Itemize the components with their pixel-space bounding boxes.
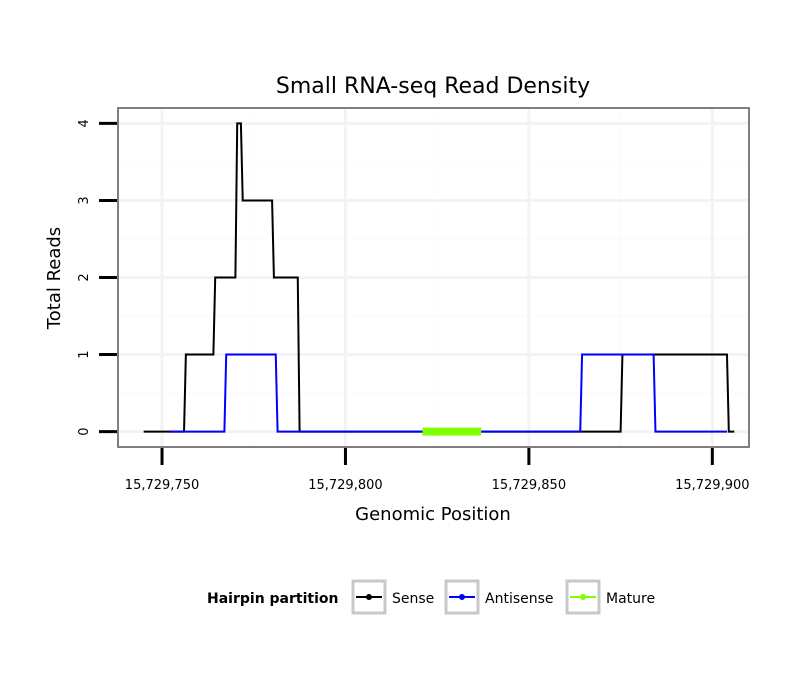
x-tick-label: 15,729,900 (675, 478, 749, 493)
legend: Hairpin partition Sense Antisense Mature (207, 579, 655, 615)
y-tick-label: 2 (77, 273, 92, 281)
x-axis-title: Genomic Position (355, 504, 511, 525)
axis-layer: 0 1 2 3 4 15,729,750 15,729,800 15,729,850 15,72… (77, 119, 750, 493)
legend-label-mature: Mature (606, 591, 655, 607)
series-layer (143, 122, 735, 436)
legend-label-antisense: Antisense (485, 591, 554, 607)
legend-key-point-antisense (459, 594, 465, 600)
y-tick-label: 0 (77, 427, 92, 435)
legend-label-sense: Sense (392, 591, 434, 607)
y-tick-label: 3 (77, 196, 92, 204)
legend-key-point-sense (366, 594, 372, 600)
plot-panel-border (117, 107, 750, 448)
grid-layer (118, 108, 749, 447)
y-tick-label: 4 (77, 119, 92, 127)
y-axis-title: Total Reads (44, 227, 65, 330)
y-tick-label: 1 (77, 350, 92, 358)
legend-title: Hairpin partition (207, 591, 338, 607)
legend-key-point-mature (580, 594, 586, 600)
chart-title: Small RNA-seq Read Density (276, 74, 590, 99)
x-tick-label: 15,729,750 (125, 478, 199, 493)
x-tick-label: 15,729,800 (308, 478, 382, 493)
series-line-antisense (169, 353, 727, 433)
x-tick-label: 15,729,850 (492, 478, 566, 493)
